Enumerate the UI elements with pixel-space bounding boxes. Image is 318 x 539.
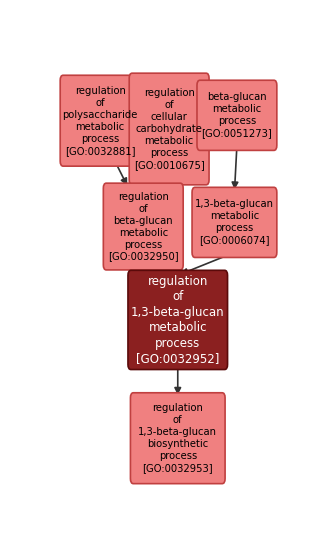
FancyBboxPatch shape	[129, 73, 209, 185]
FancyBboxPatch shape	[197, 80, 277, 150]
FancyBboxPatch shape	[60, 75, 140, 166]
Text: 1,3-beta-glucan
metabolic
process
[GO:0006074]: 1,3-beta-glucan metabolic process [GO:00…	[195, 199, 274, 245]
FancyBboxPatch shape	[128, 271, 228, 370]
Text: beta-glucan
metabolic
process
[GO:0051273]: beta-glucan metabolic process [GO:005127…	[202, 92, 272, 139]
FancyBboxPatch shape	[192, 188, 277, 258]
FancyBboxPatch shape	[103, 183, 183, 270]
Text: regulation
of
polysaccharide
metabolic
process
[GO:0032881]: regulation of polysaccharide metabolic p…	[62, 86, 138, 156]
Text: regulation
of
beta-glucan
metabolic
process
[GO:0032950]: regulation of beta-glucan metabolic proc…	[108, 191, 179, 261]
FancyBboxPatch shape	[130, 393, 225, 483]
Text: regulation
of
1,3-beta-glucan
metabolic
process
[GO:0032952]: regulation of 1,3-beta-glucan metabolic …	[131, 275, 225, 365]
Text: regulation
of
1,3-beta-glucan
biosynthetic
process
[GO:0032953]: regulation of 1,3-beta-glucan biosynthet…	[138, 403, 217, 473]
Text: regulation
of
cellular
carbohydrate
metabolic
process
[GO:0010675]: regulation of cellular carbohydrate meta…	[134, 88, 204, 170]
